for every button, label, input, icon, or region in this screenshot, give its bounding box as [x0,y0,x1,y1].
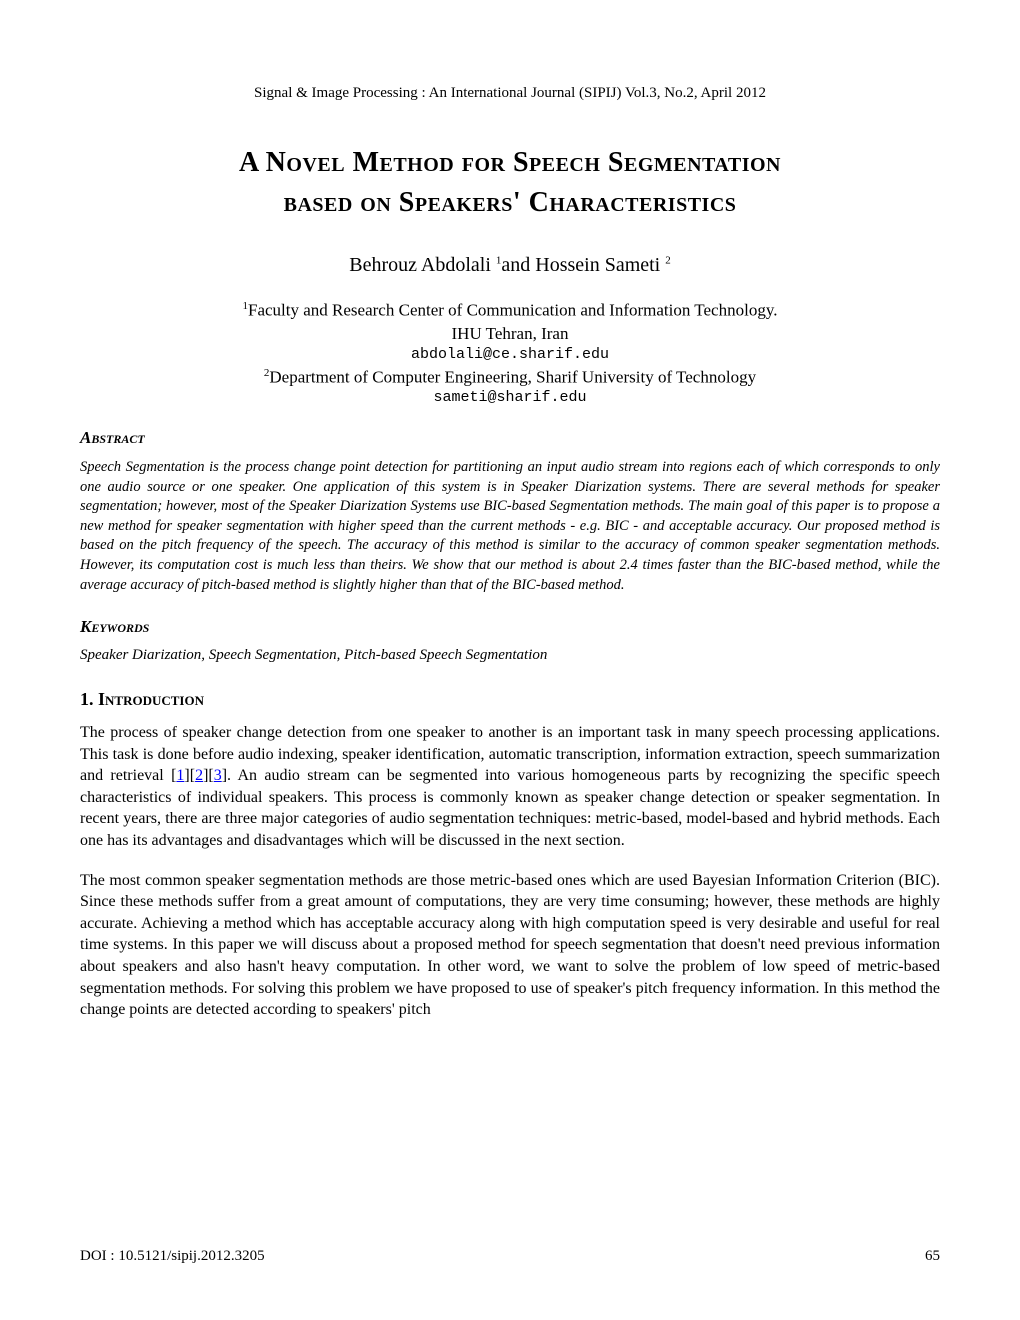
journal-header: Signal & Image Processing : An Internati… [80,85,940,102]
introduction-heading: 1. Introduction [80,689,940,710]
abstract-text: Speech Segmentation is the process chang… [80,458,940,595]
authors: Behrouz Abdolali 1and Hossein Sameti 2 [80,254,940,277]
intro-paragraph-2: The most common speaker segmentation met… [80,870,940,1021]
paper-title-line1: A Novel Method for Speech Segmentation [80,147,940,179]
ref-link-3[interactable]: 3 [214,767,222,784]
paper-title-line2: based on Speakers' Characteristics [80,187,940,219]
intro-heading-word: Introduction [98,689,204,709]
footer: DOI : 10.5121/sipij.2012.3205 65 [80,1248,940,1265]
ref-sep-1: ][ [184,767,195,784]
ref-sep-2: ][ [203,767,214,784]
affiliation-1-line2: IHU Tehran, Iran [80,323,940,346]
intro-heading-num: 1. [80,689,98,709]
affiliation-2: 2Department of Computer Engineering, Sha… [80,366,940,390]
affiliation-2-text: Department of Computer Engineering, Shar… [269,367,756,386]
author-mid: and Hossein Sameti [501,254,665,276]
keywords-text: Speaker Diarization, Speech Segmentation… [80,647,940,664]
affiliation-1-text: Faculty and Research Center of Communica… [248,301,777,320]
email-1: abdolali@ce.sharif.edu [80,346,940,363]
page-number: 65 [925,1248,940,1265]
abstract-heading: Abstract [80,428,940,448]
doi: DOI : 10.5121/sipij.2012.3205 [80,1248,265,1265]
intro-paragraph-1: The process of speaker change detection … [80,722,940,852]
keywords-heading: Keywords [80,617,940,637]
affiliation-1: 1Faculty and Research Center of Communic… [80,299,940,323]
author-sup-2: 2 [665,254,671,266]
author-name-1: Behrouz Abdolali [349,254,496,276]
email-2: sameti@sharif.edu [80,389,940,406]
ref-link-2[interactable]: 2 [195,767,203,784]
